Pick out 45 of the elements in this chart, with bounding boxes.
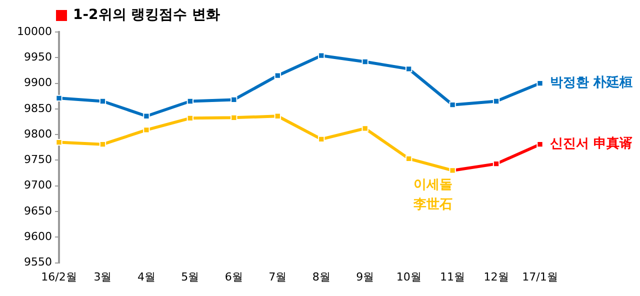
point xyxy=(362,58,368,66)
point xyxy=(405,66,412,72)
point xyxy=(186,114,194,122)
y-tick-label: 9800 xyxy=(24,127,52,140)
y-tick-label: 9900 xyxy=(24,76,52,90)
point xyxy=(230,114,238,121)
y-tick-label: 9700 xyxy=(24,178,52,192)
point xyxy=(492,160,500,168)
series-label: 이세돌 李世石 xyxy=(412,177,453,212)
point xyxy=(274,72,281,79)
series-label: 신진서 申真谞 xyxy=(550,136,633,152)
point xyxy=(99,140,106,148)
x-tick-label: 8월 xyxy=(312,270,330,284)
chart-title: 1-2위의 랭킹점수 변화 xyxy=(73,6,220,24)
y-tick-label: 9950 xyxy=(24,50,52,64)
point xyxy=(405,155,412,162)
point xyxy=(99,98,106,105)
x-tick-label: 16/2월 xyxy=(41,270,77,284)
point xyxy=(318,52,325,59)
x-tick-label: 17/1월 xyxy=(522,270,558,284)
series-label: 박정환 朴廷桓 xyxy=(550,74,633,91)
x-tick-label: 7월 xyxy=(268,270,287,284)
point xyxy=(274,112,281,120)
x-tick-label: 6월 xyxy=(224,270,243,284)
y-tick-label: 9650 xyxy=(24,204,52,218)
x-tick-label: 3월 xyxy=(94,270,112,284)
point xyxy=(449,102,456,108)
y-tick-label: 9750 xyxy=(24,153,52,166)
x-tick-label: 12월 xyxy=(484,270,509,284)
x-tick-label: 5월 xyxy=(181,270,200,284)
x-tick-label: 10월 xyxy=(396,270,422,284)
point xyxy=(56,138,62,146)
y-tick-label: 10000 xyxy=(16,24,52,38)
y-tick-label: 9850 xyxy=(24,102,52,115)
point xyxy=(492,98,500,105)
x-tick-label: 4월 xyxy=(137,270,156,284)
point xyxy=(143,126,150,134)
point xyxy=(186,98,194,105)
point xyxy=(56,94,62,102)
point xyxy=(143,112,150,120)
x-tick-label: 11월 xyxy=(440,270,466,284)
y-tick-label: 9550 xyxy=(24,256,52,269)
point xyxy=(362,125,368,132)
y-tick-label: 9600 xyxy=(24,230,52,244)
x-tick-label: 9월 xyxy=(356,270,374,284)
